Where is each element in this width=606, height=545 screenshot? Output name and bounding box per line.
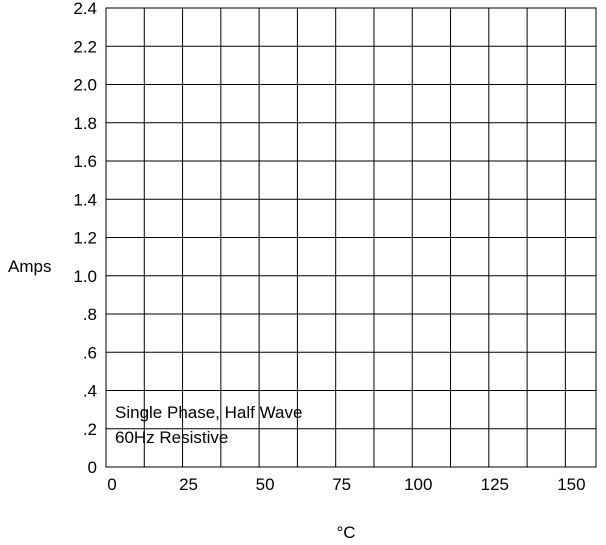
x-tick-labels: 0 25 50 75 100 125 150 [107,475,585,494]
x-axis-label: °C [336,523,355,542]
x-tick-label: 25 [179,475,198,494]
grid [106,8,596,467]
y-tick-label: 0 [88,458,97,477]
x-tick-label: 150 [557,475,585,494]
y-tick-label: 1.2 [73,229,97,248]
y-tick-label: 2.4 [73,0,97,18]
y-tick-label: .8 [83,305,97,324]
chart-annotation: Single Phase, Half Wave 60Hz Resistive [115,403,302,447]
y-tick-label: 1.0 [73,267,97,286]
y-tick-label: 1.8 [73,114,97,133]
y-tick-label: 2.0 [73,76,97,95]
x-tick-label: 125 [481,475,509,494]
y-tick-label: 1.6 [73,152,97,171]
y-tick-label: 1.4 [73,190,97,209]
y-tick-labels: 0 .2 .4 .6 .8 1.0 1.2 1.4 1.6 1.8 2.0 2.2 2.4 [73,0,97,477]
x-tick-label: 75 [332,475,351,494]
x-tick-label: 0 [107,475,116,494]
annotation-line-1: Single Phase, Half Wave [115,403,302,422]
x-tick-label: 100 [404,475,432,494]
y-tick-label: .4 [83,382,97,401]
x-tick-label: 50 [256,475,275,494]
plot-frame [105,7,597,468]
y-tick-label: .6 [83,343,97,362]
y-tick-label: .2 [83,420,97,439]
annotation-line-2: 60Hz Resistive [115,428,228,447]
y-tick-label: 2.2 [73,37,97,56]
y-axis-label: Amps [8,257,51,276]
